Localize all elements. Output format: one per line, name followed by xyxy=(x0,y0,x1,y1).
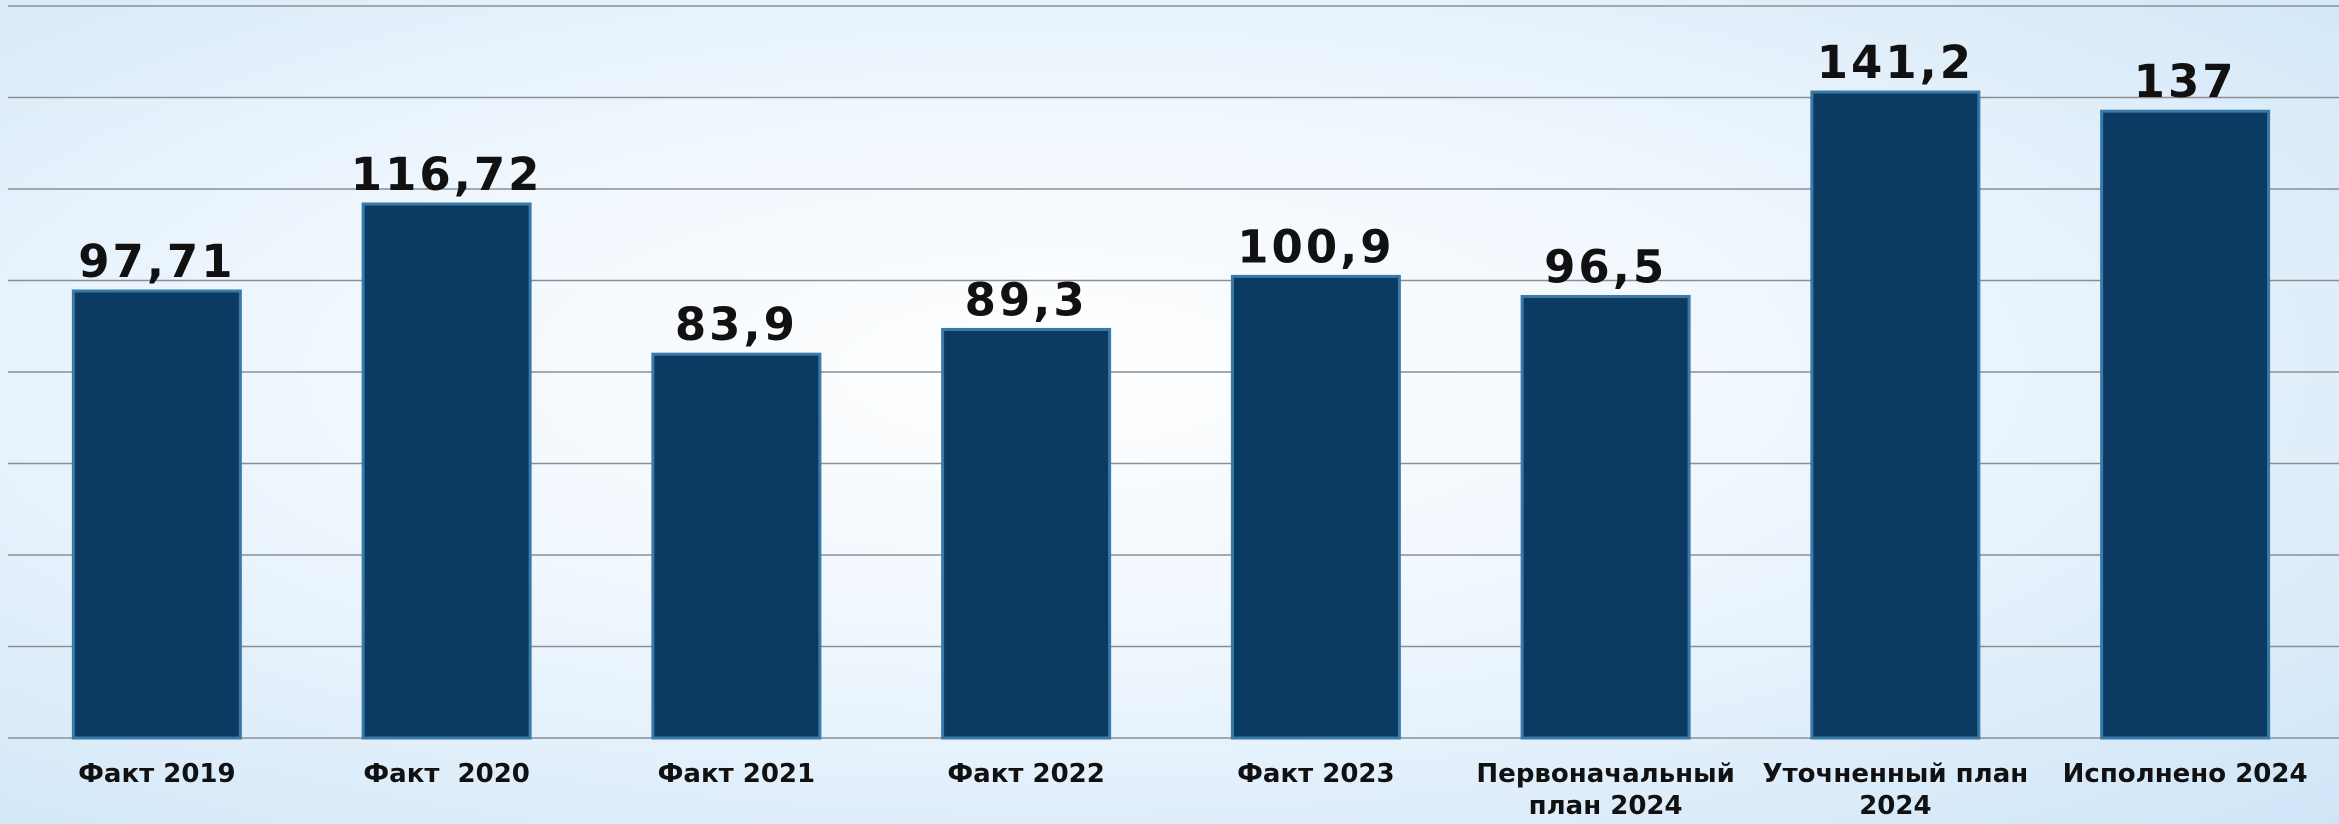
value-label: 100,9 xyxy=(1237,220,1394,273)
value-label: 137 xyxy=(2134,55,2237,108)
bar xyxy=(651,352,822,740)
bar xyxy=(361,202,532,740)
value-label: 83,9 xyxy=(675,298,798,351)
value-label: 89,3 xyxy=(965,273,1088,326)
x-tick-label: Первоначальный план 2024 xyxy=(1476,759,1744,821)
value-label: 97,71 xyxy=(78,235,235,288)
x-tick-label: Факт 2023 xyxy=(1237,759,1395,789)
bar xyxy=(71,289,242,740)
x-tick-label: Исполнено 2024 xyxy=(2062,759,2308,789)
value-label: 141,2 xyxy=(1817,36,1974,89)
bar xyxy=(1230,274,1401,740)
bar xyxy=(2100,109,2271,740)
x-tick-label: Факт 2022 xyxy=(947,759,1105,789)
bar xyxy=(941,327,1112,740)
x-tick-label: Факт 2019 xyxy=(78,759,236,789)
value-label: 116,72 xyxy=(351,148,543,201)
value-label: 96,5 xyxy=(1544,241,1667,294)
x-tick-label: Факт 2020 xyxy=(363,759,530,789)
bar xyxy=(1810,90,1981,740)
x-tick-label: Факт 2021 xyxy=(657,759,816,789)
bar xyxy=(1520,295,1691,740)
x-tick-label: Уточненный план 2024 xyxy=(1762,759,2038,821)
